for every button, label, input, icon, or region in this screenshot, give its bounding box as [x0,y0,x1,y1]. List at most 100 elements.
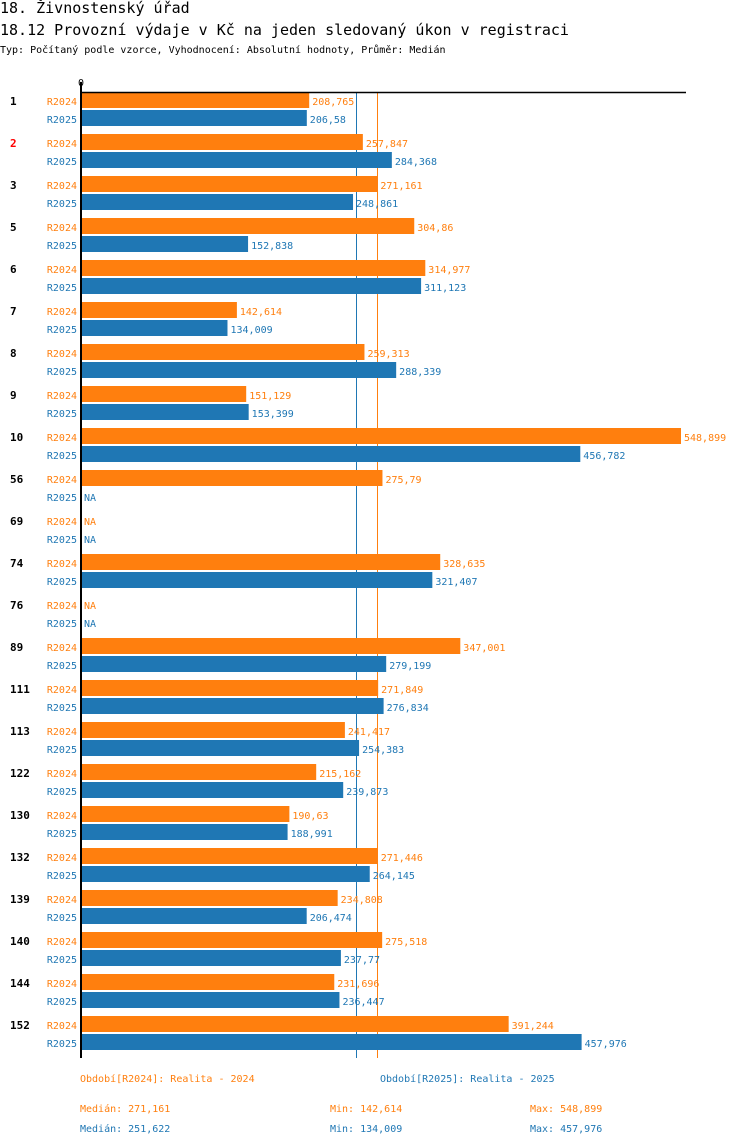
category-label: 139 [10,893,30,906]
bar-r2024 [81,932,383,948]
data-label: 153,399 [252,409,294,420]
series-label-r2024: R2024 [47,643,77,654]
series-label-r2025: R2025 [47,367,77,378]
bar-r2024 [81,806,290,822]
series-label-r2024: R2024 [47,265,77,276]
category-label: 152 [10,1019,30,1032]
data-label: 347,001 [463,643,505,654]
bar-r2024 [81,302,237,318]
bar-r2024 [81,1016,509,1032]
series-label-r2024: R2024 [47,769,77,780]
data-label: 457,976 [585,1039,627,1050]
series-label-r2025: R2025 [47,787,77,798]
series-label-r2024: R2024 [47,853,77,864]
category-label: 6 [10,263,17,276]
legend-item-r2025: Období[R2025]: Realita - 2025 [380,1074,555,1085]
bar-r2024 [81,890,338,906]
data-label: 284,368 [395,157,437,168]
series-label-r2024: R2024 [47,97,77,108]
category-label: 10 [10,431,23,444]
bar-r2024 [81,218,415,234]
category-label: 140 [10,935,30,948]
bar-r2025 [81,782,344,798]
data-label: 254,383 [362,745,404,756]
data-label: 275,518 [385,937,427,948]
series-label-r2024: R2024 [47,475,77,486]
bar-r2024 [81,470,383,486]
stat-median-r2025: Medián: 251,622 [80,1124,171,1135]
category-label: 132 [10,851,30,864]
bar-r2025 [81,824,288,840]
series-label-r2024: R2024 [47,1021,77,1032]
category-label: 3 [10,179,17,192]
legend-item-r2024: Období[R2024]: Realita - 2024 [80,1074,255,1085]
data-label: 134,009 [230,325,272,336]
series-label-r2025: R2025 [47,619,77,630]
data-label: 237,77 [344,955,380,966]
data-label: 234,808 [341,895,383,906]
data-label: 151,129 [249,391,291,402]
data-label: 311,123 [424,283,466,294]
bar-r2025 [81,194,354,210]
category-label: 89 [10,641,23,654]
series-label-r2025: R2025 [47,493,77,504]
na-label: NA [84,517,96,528]
data-label: 142,614 [240,307,282,318]
category-label: 69 [10,515,23,528]
series-label-r2025: R2025 [47,1039,77,1050]
series-label-r2024: R2024 [47,601,77,612]
series-label-r2024: R2024 [47,979,77,990]
series-label-r2025: R2025 [47,409,77,420]
bar-r2024 [81,974,335,990]
bar-r2024 [81,638,461,654]
data-label: 391,244 [512,1021,554,1032]
data-label: 456,782 [583,451,625,462]
data-label: 239,873 [346,787,388,798]
bar-r2024 [81,344,365,360]
series-label-r2024: R2024 [47,433,77,444]
category-label: 2 [10,137,17,150]
stat-min-r2025: Min: 134,009 [330,1124,403,1135]
data-label: 257,847 [366,139,408,150]
data-label: 548,899 [684,433,726,444]
series-label-r2024: R2024 [47,727,77,738]
data-label: 328,635 [443,559,485,570]
category-label: 144 [10,977,30,990]
category-label: 113 [10,725,30,738]
section-title: 18. Živnostenský úřad [0,0,190,17]
series-label-r2024: R2024 [47,895,77,906]
data-label: 152,838 [251,241,293,252]
bar-r2025 [81,698,384,714]
bar-r2025 [81,152,392,168]
series-label-r2025: R2025 [47,115,77,126]
data-label: 241,417 [348,727,390,738]
bar-r2025 [81,572,433,588]
na-label: NA [84,493,96,504]
stat-max-r2024: Max: 548,899 [530,1104,603,1115]
na-label: NA [84,535,96,546]
series-label-r2025: R2025 [47,871,77,882]
category-label: 76 [10,599,24,612]
bar-r2024 [81,134,363,150]
chart-title: 18.12 Provozní výdaje v Kč na jeden sled… [0,21,569,39]
series-label-r2024: R2024 [47,349,77,360]
series-label-r2024: R2024 [47,223,77,234]
data-label: 271,161 [380,181,422,192]
bar-r2025 [81,866,370,882]
series-label-r2024: R2024 [47,685,77,696]
category-label: 5 [10,221,17,234]
series-label-r2025: R2025 [47,913,77,924]
data-label: 279,199 [389,661,431,672]
series-label-r2025: R2025 [47,535,77,546]
data-label: 271,849 [381,685,423,696]
data-label: 304,86 [417,223,453,234]
data-label: 231,696 [337,979,379,990]
category-label: 130 [10,809,30,822]
bar-r2024 [81,764,317,780]
data-label: 190,63 [292,811,328,822]
bar-r2025 [81,992,340,1008]
bar-r2025 [81,908,307,924]
data-label: 275,79 [385,475,421,486]
data-label: 248,861 [356,199,398,210]
bar-r2025 [81,362,397,378]
